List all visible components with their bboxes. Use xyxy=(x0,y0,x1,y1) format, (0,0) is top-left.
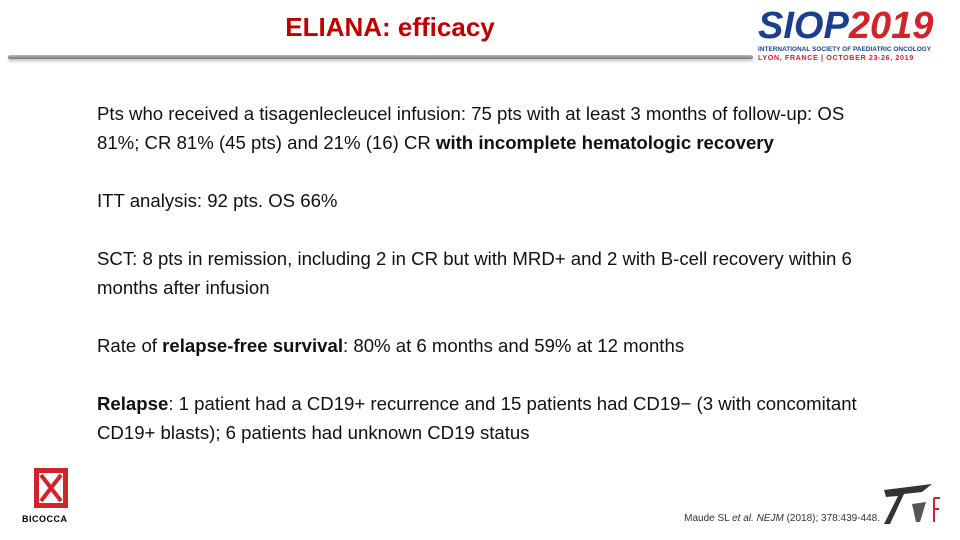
slide-title: ELIANA: efficacy xyxy=(285,12,495,42)
logo-siop: SIOP xyxy=(758,5,849,47)
paragraph: Rate of relapse-free survival: 80% at 6 … xyxy=(97,331,862,360)
text-run: with incomplete hematologic recovery xyxy=(435,132,774,153)
paragraph: Pts who received a tisagenlecleucel infu… xyxy=(97,99,862,157)
university-name: BICOCCA xyxy=(22,514,68,524)
logo-f xyxy=(933,497,940,522)
text-run: Pts who received a tisagenlecleucel infu… xyxy=(97,103,845,153)
citation: Maude SL et al. NEJM (2018); 378:439-448… xyxy=(684,513,880,524)
logo-society: INTERNATIONAL SOCIETY OF PAEDIATRIC ONCO… xyxy=(758,46,932,53)
text-run: relapse-free survival xyxy=(162,335,344,356)
logo-year: 2019 xyxy=(848,5,934,47)
logo-place: LYON, FRANCE | OCTOBER 23-26, 2019 xyxy=(758,53,914,62)
text-run: : 80% at 6 months and 59% at 12 months xyxy=(343,335,685,356)
text-run: et al. xyxy=(732,513,754,524)
text-run: (2018); 378:439-448. xyxy=(783,513,880,524)
corner-logo xyxy=(884,484,940,524)
siop-logo: SIOP2019 INTERNATIONAL SOCIETY OF PAEDIA… xyxy=(758,6,953,76)
paragraph: ITT analysis: 92 pts. OS 66% xyxy=(97,186,862,215)
logo-text: SIOP2019 xyxy=(758,6,953,46)
text-run: ITT analysis: 92 pts. OS 66% xyxy=(97,190,338,211)
emblem-cross xyxy=(39,473,63,503)
slide-body: Pts who received a tisagenlecleucel infu… xyxy=(97,99,862,476)
logo-seven xyxy=(884,484,932,524)
text-run: SCT: 8 pts in remission, including 2 in … xyxy=(97,248,852,298)
text-run: Relapse xyxy=(97,393,169,414)
university-emblem xyxy=(34,468,68,508)
paragraph: SCT: 8 pts in remission, including 2 in … xyxy=(97,244,862,302)
text-run: Rate of xyxy=(97,335,163,356)
title-rule xyxy=(8,55,753,59)
paragraph: Relapse: 1 patient had a CD19+ recurrenc… xyxy=(97,389,862,447)
text-run: Maude SL xyxy=(684,513,733,524)
text-run: : 1 patient had a CD19+ recurrence and 1… xyxy=(97,393,857,443)
text-run: NEJM xyxy=(756,513,784,524)
university-logo: BICOCCA xyxy=(22,466,70,524)
logo-bar xyxy=(912,502,926,522)
